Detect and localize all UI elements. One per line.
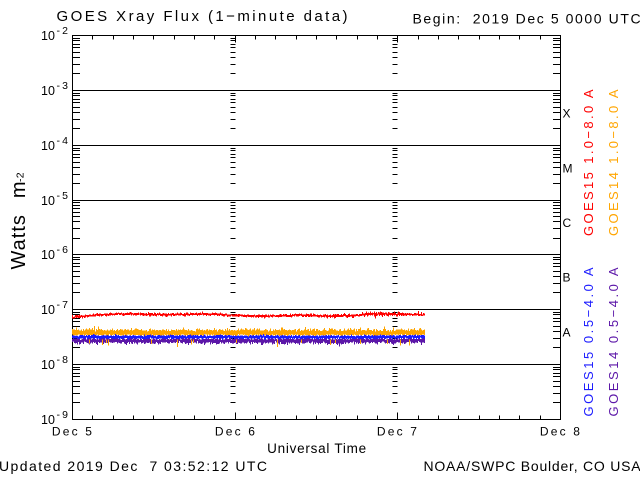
svg-text:10: 10 [41,139,55,153]
svg-text:Dec 8: Dec 8 [540,425,582,439]
svg-text:GOES14 0.5−4.0 A: GOES14 0.5−4.0 A [606,265,621,417]
svg-text:-7: -7 [57,299,71,311]
svg-text:10: 10 [41,248,55,262]
svg-text:GOES15 1.0−8.0 A: GOES15 1.0−8.0 A [581,87,596,236]
svg-text:10: 10 [41,358,55,372]
svg-text:X: X [563,107,571,121]
svg-text:Dec 7: Dec 7 [377,425,419,439]
svg-text:GOES15 0.5−4.0 A: GOES15 0.5−4.0 A [581,265,596,417]
svg-text:B: B [563,271,571,285]
svg-text:-8: -8 [57,354,71,366]
svg-text:-5: -5 [57,190,71,202]
svg-text:Updated 2019 Dec 7 03:52:12 U: Updated 2019 Dec 7 03:52:12 UTC [0,458,268,474]
svg-text:Universal Time: Universal Time [267,441,367,456]
svg-text:-2: -2 [15,172,27,182]
svg-text:Begin: 2019 Dec 5 0000 UTC: Begin: 2019 Dec 5 0000 UTC [413,11,640,27]
svg-text:10: 10 [41,413,55,427]
svg-text:M: M [563,162,573,176]
svg-text:NOAA/SWPC Boulder, CO USA: NOAA/SWPC Boulder, CO USA [424,458,640,474]
svg-text:10: 10 [41,303,55,317]
svg-text:10: 10 [41,194,55,208]
svg-text:Dec 5: Dec 5 [52,425,94,439]
svg-text:10: 10 [41,84,55,98]
svg-text:Wattsm: Wattsm [8,180,30,269]
svg-text:GOES14 1.0−8.0 A: GOES14 1.0−8.0 A [606,87,621,236]
svg-text:-4: -4 [57,135,71,147]
svg-text:10: 10 [41,29,55,43]
svg-text:-6: -6 [57,244,71,256]
svg-text:-2: -2 [57,25,71,37]
svg-text:GOES Xray Flux (1−minute data): GOES Xray Flux (1−minute data) [57,8,350,25]
svg-text:C: C [563,216,572,230]
svg-text:-3: -3 [57,80,71,92]
svg-text:A: A [563,326,571,340]
svg-text:-9: -9 [57,409,71,421]
svg-text:Dec 6: Dec 6 [215,425,257,439]
